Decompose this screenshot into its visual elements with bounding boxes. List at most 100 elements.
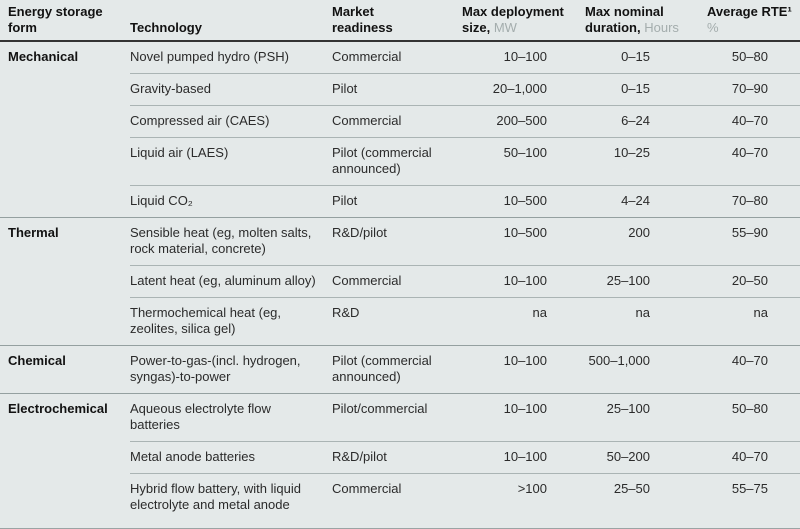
table-row: Mechanical Novel pumped hydro (PSH) Comm…: [0, 42, 800, 73]
duration-cell: 25–50: [585, 473, 707, 521]
col-header-unit: MW: [493, 20, 517, 35]
size-cell: 10–100: [503, 401, 547, 416]
col-header-label: Max deployment size,: [462, 4, 564, 35]
rte-cell: 40–70: [707, 105, 800, 137]
form-cell: [0, 297, 130, 345]
technology-cell: Sensible heat (eg, molten salts, rock ma…: [130, 225, 312, 256]
technology-cell: Hybrid flow battery, with liquid electro…: [130, 473, 332, 521]
size-cell: 10–500: [503, 225, 547, 240]
duration-cell: 6–24: [585, 105, 707, 137]
col-header-label: Energy storage form: [8, 4, 103, 35]
readiness-cell: Pilot (commercial announced): [332, 353, 432, 384]
technology-cell: Novel pumped hydro (PSH): [130, 49, 289, 64]
size-cell: 10–500: [462, 185, 585, 217]
form-cell: [0, 73, 130, 105]
size-cell: 20–1,000: [462, 73, 585, 105]
duration-cell: 25–100: [585, 265, 707, 297]
duration-cell: 50–200: [585, 441, 707, 473]
rte-cell: 70–90: [707, 73, 800, 105]
readiness-cell: Pilot: [332, 73, 462, 105]
col-header-unit: Hours: [644, 20, 679, 35]
readiness-cell: Commercial: [332, 105, 462, 137]
table-header-row: Energy storage form Technology Market re…: [0, 0, 800, 42]
form-cell: [0, 265, 130, 297]
duration-cell: 25–100: [606, 401, 650, 416]
readiness-cell: R&D/pilot: [332, 441, 462, 473]
duration-cell: 500–1,000: [588, 353, 650, 368]
col-header-max-deployment-size: Max deployment size, MW: [462, 4, 585, 40]
col-header-label: Technology: [130, 20, 202, 35]
rte-cell: 40–70: [731, 353, 768, 368]
form-cell: Electrochemical: [8, 401, 108, 416]
col-header-average-rte: Average RTE¹ %: [707, 4, 800, 40]
readiness-cell: Pilot/commercial: [332, 401, 428, 416]
readiness-cell: Commercial: [332, 265, 462, 297]
table-row: Hybrid flow battery, with liquid electro…: [0, 473, 800, 521]
rte-cell: 50–80: [731, 401, 768, 416]
technology-cell: Aqueous electrolyte flow batteries: [130, 401, 271, 432]
readiness-cell: Commercial: [332, 49, 402, 64]
duration-cell: 0–15: [621, 49, 650, 64]
technology-cell: Liquid air (LAES): [130, 137, 332, 185]
form-cell: Thermal: [8, 225, 59, 240]
size-cell: 10–100: [503, 49, 547, 64]
duration-cell: na: [585, 297, 707, 345]
technology-cell: Gravity-based: [130, 73, 332, 105]
table-row: Metal anode batteries R&D/pilot 10–100 5…: [0, 441, 800, 473]
size-cell: na: [462, 297, 585, 345]
readiness-cell: Pilot (commercial announced): [332, 137, 462, 185]
size-cell: >100: [462, 473, 585, 521]
form-cell: Mechanical: [8, 49, 79, 64]
col-header-technology: Technology: [130, 20, 332, 40]
duration-cell: 0–15: [585, 73, 707, 105]
size-cell: 50–100: [462, 137, 585, 185]
rte-cell: 20–50: [707, 265, 800, 297]
col-header-energy-storage-form: Energy storage form: [0, 4, 130, 40]
table-row: Thermochemical heat (eg, zeolites, silic…: [0, 297, 800, 345]
form-cell: [0, 137, 130, 185]
col-header-market-readiness: Market readiness: [332, 4, 462, 40]
form-cell: [0, 185, 130, 217]
table-row: Gravity-based Pilot 20–1,000 0–15 70–90: [0, 73, 800, 105]
duration-cell: 200: [628, 225, 650, 240]
readiness-cell: R&D/pilot: [332, 225, 387, 240]
table-row: Latent heat (eg, aluminum alloy) Commerc…: [0, 265, 800, 297]
rte-cell: 50–80: [731, 49, 768, 64]
table-row: Thermal Sensible heat (eg, molten salts,…: [0, 217, 800, 265]
rte-cell: 40–70: [707, 441, 800, 473]
table-row: Liquid CO₂ Pilot 10–500 4–24 70–80: [0, 185, 800, 217]
rte-cell: na: [707, 297, 800, 345]
table-row: Chemical Power-to-gas-(incl. hydrogen, s…: [0, 345, 800, 393]
size-cell: 10–100: [462, 265, 585, 297]
technology-cell: Metal anode batteries: [130, 441, 332, 473]
form-cell: Chemical: [8, 353, 66, 368]
readiness-cell: R&D: [332, 297, 462, 345]
technology-cell: Power-to-gas-(incl. hydrogen, syngas)-to…: [130, 353, 301, 384]
rte-cell: 40–70: [707, 137, 800, 185]
size-cell: 10–100: [462, 441, 585, 473]
form-cell: [0, 105, 130, 137]
technology-cell: Compressed air (CAES): [130, 105, 332, 137]
readiness-cell: Commercial: [332, 473, 462, 521]
form-cell: [0, 473, 130, 521]
table-row: Electrochemical Aqueous electrolyte flow…: [0, 393, 800, 441]
technology-cell: Latent heat (eg, aluminum alloy): [130, 265, 332, 297]
rte-cell: 55–90: [731, 225, 768, 240]
rte-cell: 70–80: [707, 185, 800, 217]
technology-cell: Liquid CO₂: [130, 185, 332, 217]
duration-cell: 4–24: [585, 185, 707, 217]
form-cell: [0, 441, 130, 473]
col-header-unit: %: [707, 20, 719, 35]
technology-cell: Thermochemical heat (eg, zeolites, silic…: [130, 297, 332, 345]
col-header-label: Market readiness: [332, 4, 393, 35]
col-header-label: Average RTE¹: [707, 4, 792, 19]
col-header-label: Max nominal duration,: [585, 4, 664, 35]
table-row: Compressed air (CAES) Commercial 200–500…: [0, 105, 800, 137]
readiness-cell: Pilot: [332, 185, 462, 217]
rte-cell: 55–75: [707, 473, 800, 521]
size-cell: 200–500: [462, 105, 585, 137]
size-cell: 10–100: [503, 353, 547, 368]
col-header-max-nominal-duration: Max nominal duration, Hours: [585, 4, 707, 40]
duration-cell: 10–25: [585, 137, 707, 185]
